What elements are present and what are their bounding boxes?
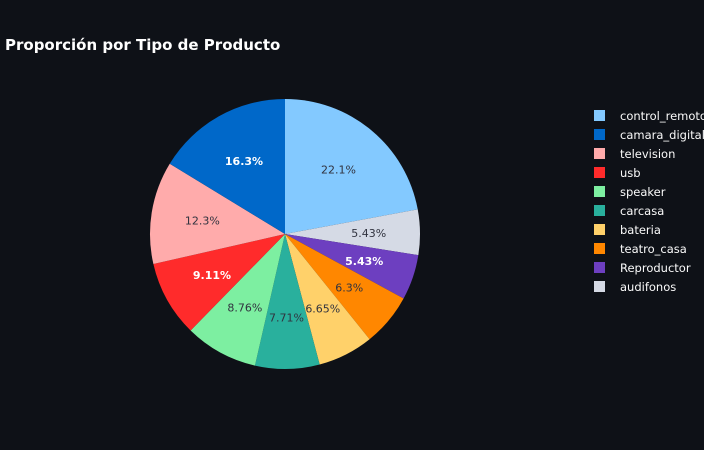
pie-slice-bateria[interactable]: [285, 234, 370, 365]
pie-slice-camara_digital[interactable]: [169, 99, 285, 234]
pie-slice-usb[interactable]: [153, 234, 285, 331]
legend-item-carcasa[interactable]: carcasa: [594, 201, 704, 220]
pie-slice-label-audifonos: 5.43%: [351, 227, 386, 240]
chart-title: Proporción por Tipo de Producto: [5, 36, 281, 54]
legend-swatch: [594, 243, 605, 254]
legend-label: speaker: [620, 184, 666, 199]
legend-label: television: [620, 146, 676, 161]
chart-legend: control_remoto camara_digital television us…: [594, 106, 704, 296]
legend-item-Reproductor[interactable]: Reproductor: [594, 258, 704, 277]
pie-slice-label-control_remoto: 22.1%: [321, 164, 356, 177]
legend-item-usb[interactable]: usb: [594, 163, 704, 182]
legend-label: usb: [620, 165, 641, 180]
legend-item-television[interactable]: television: [594, 144, 704, 163]
pie-slice-label-bateria: 6.65%: [305, 303, 340, 316]
legend-swatch: [594, 262, 605, 273]
pie-slice-label-Reproductor: 5.43%: [345, 255, 383, 268]
legend-item-audifonos[interactable]: audifonos: [594, 277, 704, 296]
legend-swatch: [594, 186, 605, 197]
legend-label: teatro_casa: [620, 241, 687, 256]
legend-item-bateria[interactable]: bateria: [594, 220, 704, 239]
pie-slice-carcasa[interactable]: [254, 234, 320, 369]
pie-slice-Reproductor[interactable]: [285, 234, 419, 299]
pie-slice-label-camara_digital: 16.3%: [225, 155, 263, 168]
legend-label: camara_digital: [620, 127, 704, 142]
legend-item-speaker[interactable]: speaker: [594, 182, 704, 201]
legend-label: bateria: [620, 222, 661, 237]
legend-item-teatro_casa[interactable]: teatro_casa: [594, 239, 704, 258]
pie-slice-speaker[interactable]: [190, 234, 285, 366]
legend-swatch: [594, 205, 605, 216]
legend-item-control_remoto[interactable]: control_remoto: [594, 106, 704, 125]
legend-label: Reproductor: [620, 260, 691, 275]
pie-slice-television[interactable]: [150, 163, 285, 265]
pie-slice-label-speaker: 8.76%: [227, 302, 262, 315]
pie-slice-label-television: 12.3%: [185, 215, 220, 228]
legend-item-camara_digital[interactable]: camara_digital: [594, 125, 704, 144]
legend-swatch: [594, 167, 605, 178]
legend-label: carcasa: [620, 203, 665, 218]
legend-swatch: [594, 281, 605, 292]
pie-slice-teatro_casa[interactable]: [285, 234, 404, 340]
pie-slice-label-teatro_casa: 6.3%: [335, 282, 363, 295]
legend-swatch: [594, 148, 605, 159]
legend-label: audifonos: [620, 279, 677, 294]
legend-swatch: [594, 224, 605, 235]
pie-slice-label-carcasa: 7.71%: [269, 312, 304, 325]
legend-swatch: [594, 129, 605, 140]
pie-slice-audifonos[interactable]: [285, 209, 420, 256]
pie-slice-label-usb: 9.11%: [193, 269, 231, 282]
pie-slice-control_remoto[interactable]: [285, 99, 418, 234]
legend-label: control_remoto: [620, 108, 704, 123]
legend-swatch: [594, 110, 605, 121]
